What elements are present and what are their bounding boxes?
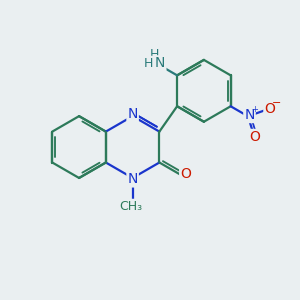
- Text: H: H: [150, 48, 159, 61]
- Text: O: O: [249, 130, 260, 144]
- Text: N: N: [128, 107, 138, 121]
- Text: +: +: [251, 105, 258, 114]
- Text: H: H: [144, 57, 153, 70]
- Text: O: O: [264, 102, 275, 116]
- Text: N: N: [128, 172, 138, 186]
- Text: O: O: [180, 167, 191, 181]
- Text: −: −: [272, 98, 281, 108]
- Text: N: N: [244, 108, 255, 122]
- Text: CH₃: CH₃: [120, 200, 143, 213]
- Text: N: N: [155, 56, 165, 70]
